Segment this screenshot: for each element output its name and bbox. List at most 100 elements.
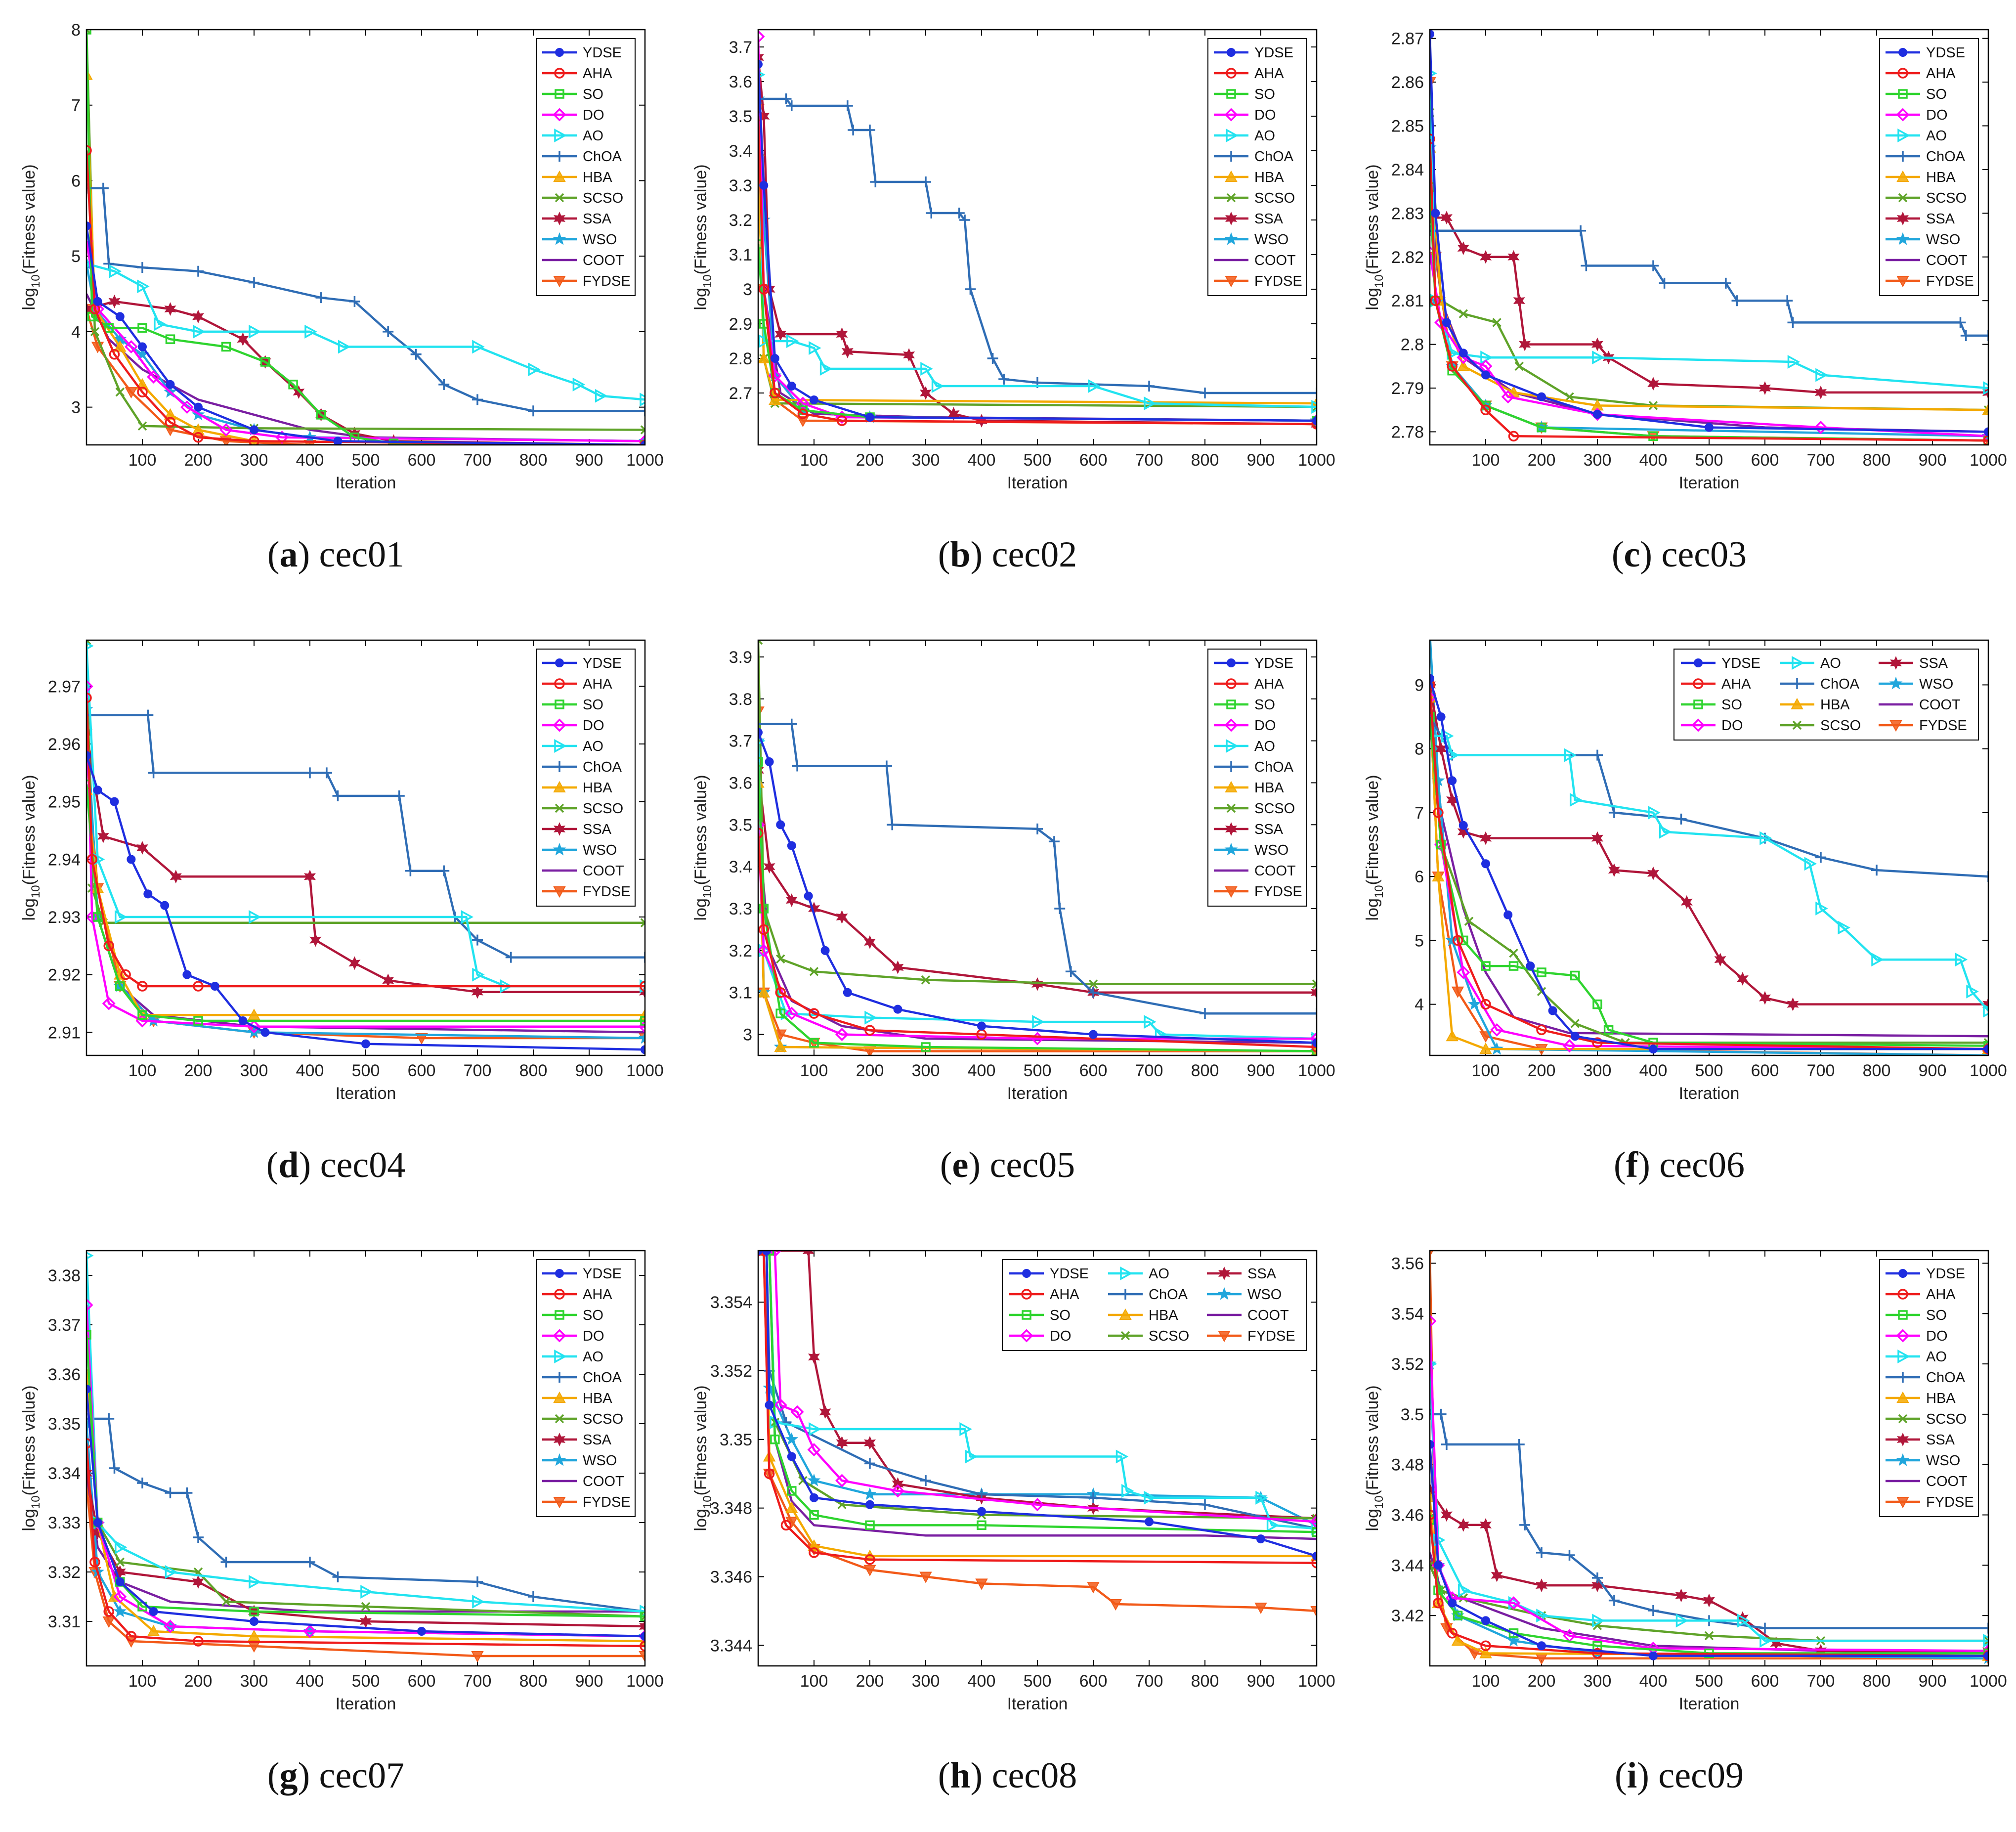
y-tick-label: 2.85 (1391, 117, 1424, 136)
legend-marker-wso (553, 842, 566, 856)
series-marker-choa (1815, 852, 1826, 863)
legend-box (1207, 649, 1307, 907)
legend-marker-ao (554, 739, 567, 753)
legend-label: SO (583, 697, 603, 713)
series-marker-ydse (149, 1607, 158, 1616)
legend: YDSE AHA SO DO AO ChOA HBA SCSO SSA WSO COOT FYDSE (1879, 38, 1979, 296)
legend-label: ChOA (1926, 1370, 1966, 1386)
caption-label: (b) (938, 534, 983, 575)
x-tick-label: 1000 (626, 1061, 664, 1080)
series-line-choa (758, 97, 1317, 394)
legend-label: WSO (1919, 676, 1953, 692)
x-tick-label: 600 (408, 451, 436, 470)
legend-marker-aha (1897, 68, 1908, 79)
legend-label: SCSO (1820, 718, 1861, 734)
legend-label: AHA (1254, 66, 1284, 82)
legend-item-ssa: SSA (1207, 1266, 1277, 1282)
legend-label: YDSE (583, 1266, 622, 1282)
legend-label: SSA (1247, 1266, 1277, 1282)
y-tick-label: 3.36 (48, 1365, 81, 1384)
legend-item-so: SO (1886, 87, 1947, 102)
series-marker-choa (1592, 749, 1603, 761)
series-marker-choa (848, 125, 859, 135)
y-axis-label: log10(Fitness value) (691, 164, 714, 310)
y-tick-label: 3.4 (729, 142, 752, 161)
legend-marker-ydse (555, 48, 564, 57)
series-marker-choa (1032, 823, 1043, 834)
chart-cec05: 100 200 300 400 500 600 700 800 900 1000 3 3.1 3.2 3.… (691, 639, 1335, 1103)
series-marker-choa (410, 349, 422, 360)
series-marker-ssa (348, 956, 361, 970)
legend-item-do: DO (1681, 718, 1743, 734)
y-axis-label: log10(Fitness value) (20, 775, 43, 920)
legend-marker-aha (554, 678, 565, 689)
series-marker-hba (136, 378, 149, 390)
series-marker-aha (1311, 1042, 1317, 1052)
series-marker-ydse (250, 425, 258, 435)
series-marker-fydse (639, 1651, 645, 1663)
series-marker-do (102, 997, 116, 1010)
x-tick-label: 900 (1919, 1672, 1947, 1691)
series-marker-choa (304, 1557, 315, 1568)
caption-name: cec05 (981, 1145, 1075, 1185)
series-marker-aha (137, 387, 148, 397)
y-tick-label: 2.96 (48, 735, 81, 754)
x-tick-label: 500 (1024, 1672, 1052, 1691)
series-marker-hba (1982, 403, 1988, 415)
series-marker-ssa (1507, 250, 1520, 264)
series-marker-ssa (1680, 895, 1693, 909)
legend-label: SCSO (1926, 190, 1967, 206)
x-axis-label: Iteration (1007, 1695, 1068, 1713)
series-marker-choa (1720, 277, 1731, 289)
series-marker-ao (137, 279, 150, 294)
series-marker-do (86, 1298, 93, 1312)
legend-item-do: DO (1886, 1328, 1948, 1344)
series-marker-so (1458, 935, 1468, 946)
series-line-hba (1430, 147, 1988, 411)
legend-marker-wso (553, 232, 566, 245)
legend: YDSE AHA SO DO AO ChOA HBA SCSO SSA WSO COOT FYDSE (1207, 38, 1307, 296)
legend-marker-scso (1792, 720, 1802, 730)
series-marker-ssa (170, 870, 182, 884)
series-marker-ssa (841, 345, 854, 358)
x-tick-label: 400 (968, 451, 996, 470)
legend-label: DO (1254, 107, 1276, 123)
legend-marker-aha (1897, 1289, 1908, 1300)
legend-label: SO (1721, 697, 1742, 713)
legend-label: AO (583, 1349, 603, 1365)
series-marker-ssa (1457, 825, 1469, 839)
x-tick-label: 500 (1695, 451, 1723, 470)
legend-marker-so (555, 699, 564, 709)
y-tick-label: 2.83 (1391, 204, 1424, 223)
axis-ticks: 100 200 300 400 500 600 700 800 900 1000 2.7 2.8 2.9… (729, 30, 1335, 470)
series-marker-choa (1648, 260, 1659, 271)
series-line-ssa (1430, 685, 1988, 1005)
series-line-do (758, 1251, 1317, 1523)
series-marker-do (1310, 1032, 1317, 1046)
legend-label: ChOA (583, 759, 622, 775)
series-marker-so (770, 1435, 780, 1444)
axes-box (86, 1250, 646, 1667)
series-marker-ydse (1593, 410, 1602, 419)
series-marker-scso (221, 1597, 231, 1607)
series-ssa (758, 763, 1317, 1000)
series-marker-ao (640, 393, 645, 407)
series-marker-ydse (641, 1632, 645, 1641)
y-tick-label: 3.54 (1391, 1305, 1424, 1323)
series-marker-choa (528, 1591, 539, 1602)
legend-marker-hba (553, 781, 566, 792)
legend-item-ydse: YDSE (542, 655, 622, 671)
legend-item-fydse: FYDSE (542, 884, 631, 900)
series-line-ssa (758, 1251, 1317, 1520)
series-marker-ydse (182, 970, 192, 979)
caption-cec02: (b) cec02 (672, 534, 1343, 576)
legend-label: WSO (1926, 1453, 1960, 1469)
series-marker-scso (921, 975, 931, 985)
legend-label: AO (1254, 128, 1275, 144)
legend-label: HBA (1254, 170, 1284, 185)
legend-label: COOT (1247, 1308, 1289, 1323)
y-tick-label: 2.95 (48, 793, 81, 812)
series-marker-choa (965, 284, 976, 295)
series-marker-so (137, 323, 147, 333)
series-marker-ssa (1491, 1568, 1503, 1582)
